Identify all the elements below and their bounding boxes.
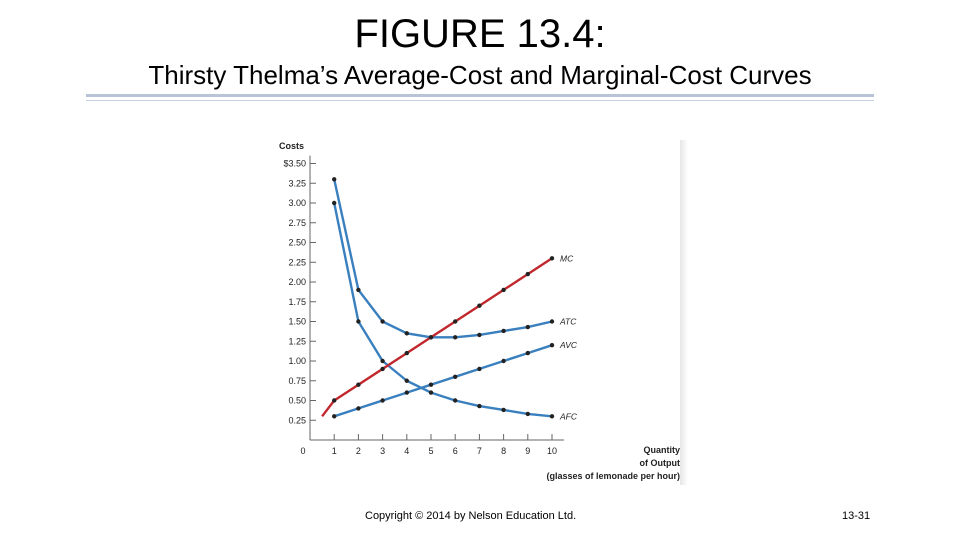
data-point-afc <box>453 398 458 403</box>
figure-shadow <box>680 140 688 485</box>
data-point-atc <box>477 332 482 338</box>
y-tick-label: 1.00 <box>288 356 306 366</box>
x-axis-label: of Output <box>640 458 680 468</box>
data-point-avc <box>525 350 530 356</box>
data-point-mc <box>332 398 337 403</box>
data-point-afc <box>404 378 409 383</box>
x-tick-label: 10 <box>547 446 557 456</box>
series-label-mc: MC <box>560 253 574 263</box>
data-point-avc <box>453 374 458 379</box>
x-tick-label: 0 <box>300 446 305 456</box>
data-point-avc <box>380 398 385 403</box>
data-point-avc <box>477 366 482 372</box>
data-point-mc <box>380 366 385 372</box>
y-tick-label: 0.25 <box>288 415 306 425</box>
y-tick-label: 1.50 <box>288 317 306 327</box>
x-tick-label: 6 <box>453 446 458 456</box>
data-point-mc <box>501 287 506 293</box>
data-point-atc <box>501 328 506 334</box>
data-point-atc <box>453 335 458 340</box>
data-point-atc <box>525 324 530 330</box>
y-tick-label: 2.75 <box>288 218 306 228</box>
x-axis-label: Quantity <box>643 445 680 455</box>
footer-copyright: Copyright © 2014 by Nelson Education Ltd… <box>365 510 577 522</box>
y-tick-label: 0.75 <box>288 376 306 386</box>
data-point-afc <box>428 390 434 395</box>
y-tick-label: 3.25 <box>288 178 306 188</box>
series-line-afc <box>333 202 553 418</box>
y-tick-label: 1.25 <box>288 336 306 346</box>
data-point-mc <box>477 303 482 308</box>
data-point-afc <box>477 403 482 409</box>
data-point-atc <box>549 319 555 324</box>
y-tick-label: 2.50 <box>288 238 306 248</box>
data-point-mc <box>525 271 530 277</box>
data-point-afc <box>356 319 361 324</box>
series-line-avc <box>333 344 553 418</box>
series-label-afc: AFC <box>559 411 578 421</box>
data-point-avc <box>501 358 506 364</box>
x-tick-label: 9 <box>525 446 530 456</box>
x-axis-label: (glasses of lemonade per hour) <box>546 471 680 481</box>
slide-subtitle: Thirsty Thelma’s Average-Cost and Margin… <box>148 60 812 90</box>
x-tick-label: 5 <box>428 446 433 456</box>
x-tick-label: 1 <box>332 446 337 456</box>
y-axis-label: Costs <box>279 141 304 151</box>
figure-panel <box>278 140 688 485</box>
title-rule-thin <box>86 100 874 101</box>
data-point-mc <box>356 382 361 387</box>
series-label-atc: ATC <box>559 317 577 327</box>
series-line-atc <box>333 179 553 339</box>
data-point-atc <box>356 287 361 293</box>
data-point-atc <box>380 319 385 324</box>
data-point-avc <box>332 414 337 419</box>
data-point-mc <box>549 256 555 261</box>
data-point-mc <box>404 350 409 356</box>
x-tick-label: 3 <box>380 446 385 456</box>
data-point-atc <box>404 331 409 336</box>
y-tick-label: 0.50 <box>288 396 306 406</box>
y-tick-label: $3.50 <box>283 159 306 169</box>
data-point-avc <box>404 390 409 395</box>
data-point-afc <box>549 414 555 419</box>
data-point-mc <box>428 335 434 340</box>
data-point-afc <box>380 358 385 364</box>
y-tick-label: 2.00 <box>288 277 306 287</box>
data-point-afc <box>332 200 337 206</box>
data-point-avc <box>428 382 434 387</box>
data-point-mc <box>453 319 458 324</box>
x-tick-label: 8 <box>501 446 506 456</box>
title-rule <box>86 94 874 97</box>
footer-page-number: 13-31 <box>842 510 871 522</box>
y-tick-label: 2.25 <box>288 257 306 267</box>
y-tick-label: 1.75 <box>288 297 306 307</box>
x-tick-label: 4 <box>404 446 409 456</box>
slide-title: FIGURE 13.4: <box>354 12 606 56</box>
data-point-atc <box>332 177 337 182</box>
x-tick-label: 2 <box>356 446 361 456</box>
data-point-afc <box>501 407 506 413</box>
x-tick-label: 7 <box>477 446 482 456</box>
y-tick-label: 3.00 <box>288 198 306 208</box>
data-point-afc <box>525 411 530 417</box>
data-point-avc <box>356 406 361 411</box>
series-label-avc: AVC <box>559 340 578 350</box>
data-point-avc <box>549 343 555 348</box>
